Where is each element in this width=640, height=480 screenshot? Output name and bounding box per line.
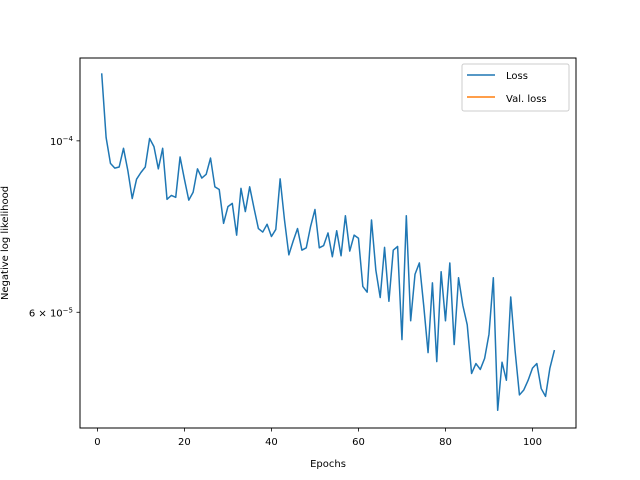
series-line-loss [100, 73, 556, 412]
legend: Loss Val. loss [461, 63, 570, 112]
x-tick-label: 80 [439, 437, 452, 448]
y-tick-label: 6 × 10−5 [29, 306, 73, 319]
x-tick-label: 20 [178, 437, 191, 448]
x-tick-label: 0 [94, 437, 100, 448]
x-tick-label: 40 [265, 437, 278, 448]
y-axis: 10−4 6 × 10−5 [29, 135, 80, 319]
y-tick-label: 10−4 [50, 135, 74, 148]
x-tick-label: 60 [352, 437, 365, 448]
legend-label-val-loss: Val. loss [506, 94, 547, 105]
x-axis-label: Epochs [310, 459, 346, 470]
y-axis-label: Negative log likelihood [0, 186, 11, 300]
x-axis: 0 20 40 60 80 100 [94, 428, 542, 448]
series-layer [100, 73, 556, 412]
x-tick-label: 100 [523, 437, 542, 448]
plot-frame [79, 57, 577, 429]
legend-label-loss: Loss [506, 71, 528, 82]
